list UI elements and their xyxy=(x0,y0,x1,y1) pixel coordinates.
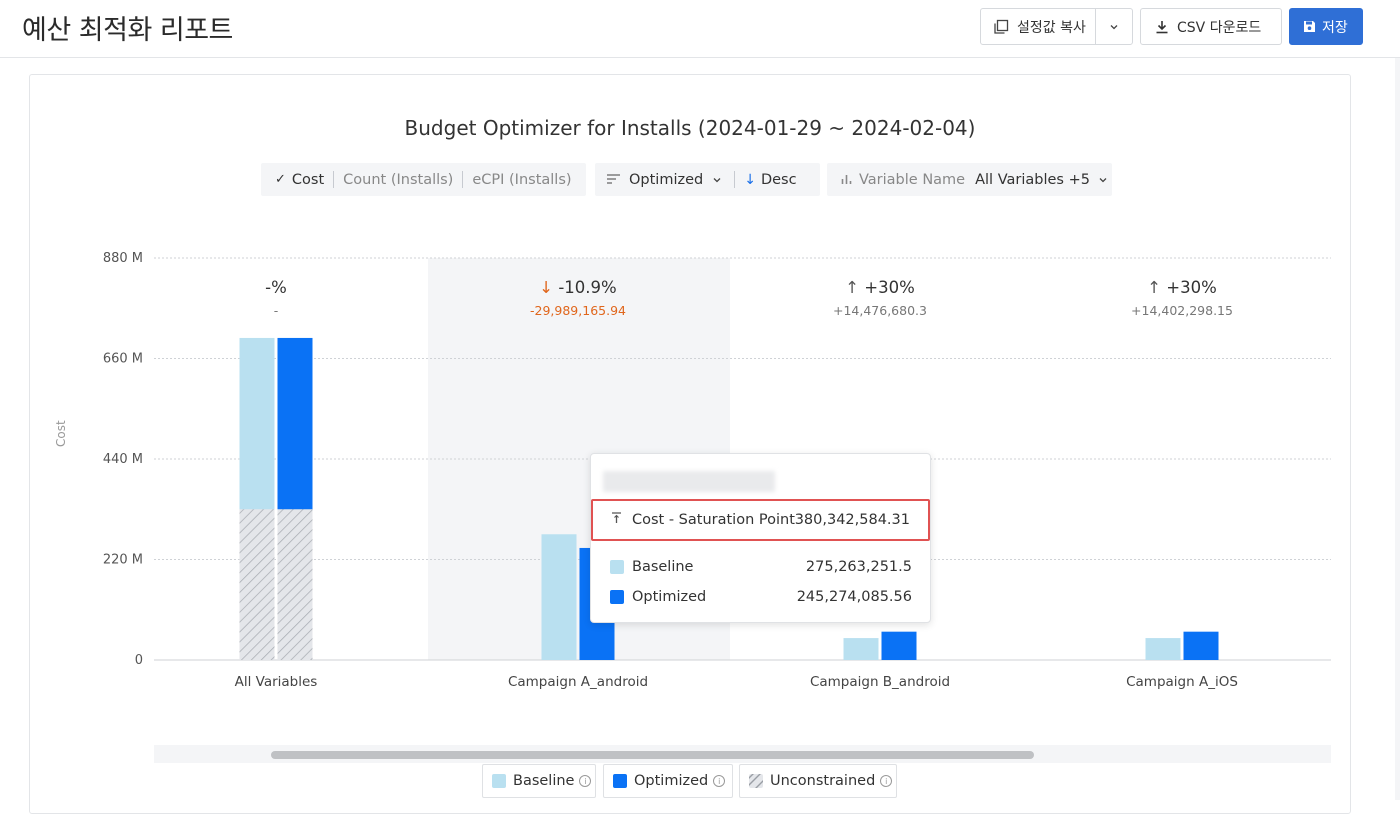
legend-unconstrained-label: Unconstrained xyxy=(770,773,876,789)
sort-field-select[interactable]: Optimized xyxy=(629,171,704,188)
variable-filter-label: Variable Name xyxy=(859,171,966,188)
x-tick-label: Campaign A_android xyxy=(508,674,648,690)
y-tick-label: 880 M xyxy=(103,251,143,266)
info-icon[interactable]: i xyxy=(713,775,726,787)
copy-settings-dropdown[interactable] xyxy=(1096,9,1132,44)
arrow-down-icon: ↓ xyxy=(744,171,756,188)
bar-baseline xyxy=(843,638,879,660)
sort-control: Optimized ↓ Desc xyxy=(595,163,820,196)
change-percent: ↑ +30% xyxy=(1147,278,1217,297)
change-absolute: -29,989,165.94 xyxy=(530,303,626,318)
chart-title: Budget Optimizer for Installs (2024-01-2… xyxy=(404,116,976,140)
tooltip-optimized-label: Optimized xyxy=(632,589,707,605)
unconstrained-swatch xyxy=(746,771,766,791)
chevron-down-icon xyxy=(1099,177,1107,182)
page-scrollbar[interactable] xyxy=(1395,58,1400,800)
divider xyxy=(333,171,335,188)
legend-item-unconstrained[interactable]: Unconstrained i xyxy=(739,764,897,798)
variable-filter-value: All Variables +5 xyxy=(975,171,1090,188)
sort-direction-toggle[interactable]: Desc xyxy=(760,171,797,188)
divider xyxy=(734,171,736,188)
x-tick-label: Campaign A_iOS xyxy=(1126,674,1238,690)
legend-baseline-label: Baseline xyxy=(513,773,575,789)
divider xyxy=(462,171,464,188)
bar-optimized xyxy=(881,631,917,660)
tooltip-title-redacted xyxy=(603,471,775,492)
csv-download-label: CSV 다운로드 xyxy=(1177,19,1262,36)
tooltip-baseline-value: 275,263,251.5 xyxy=(805,559,912,575)
y-tick-label: 0 xyxy=(135,653,143,668)
bar-chart-icon xyxy=(841,172,852,188)
check-icon: ✓ xyxy=(275,172,286,187)
bar-baseline xyxy=(1145,638,1181,660)
change-percent: ↑ +30% xyxy=(845,278,915,297)
save-label: 저장 xyxy=(1322,19,1348,36)
legend-optimized-label: Optimized xyxy=(634,773,709,789)
top-bar: 예산 최적화 리포트 설정값 복사 CSV 다운로드 저장 xyxy=(0,0,1400,58)
saturation-icon xyxy=(611,512,622,528)
copy-icon xyxy=(993,19,1009,35)
sort-icon xyxy=(607,172,620,188)
x-tick-label: All Variables xyxy=(235,674,318,690)
bar-optimized xyxy=(1183,631,1219,660)
tooltip-optimized-value: 245,274,085.56 xyxy=(796,589,912,605)
info-icon[interactable]: i xyxy=(579,775,592,787)
bar-baseline xyxy=(541,534,577,660)
tooltip-saturation-row: Cost - Saturation Point 380,342,584.31 xyxy=(591,499,930,541)
copy-settings-button-group: 설정값 복사 xyxy=(980,8,1133,45)
variable-filter[interactable]: Variable Name All Variables +5 xyxy=(827,163,1112,196)
chart-scroll-thumb[interactable] xyxy=(271,751,1034,759)
info-icon[interactable]: i xyxy=(880,775,893,787)
chevron-down-icon[interactable] xyxy=(712,175,722,185)
tooltip-optimized-row: Optimized 245,274,085.56 xyxy=(610,589,912,605)
change-absolute: - xyxy=(274,303,279,318)
save-button[interactable]: 저장 xyxy=(1289,8,1363,45)
copy-settings-button[interactable]: 설정값 복사 xyxy=(981,9,1096,44)
bar-unconstrained xyxy=(239,509,275,660)
baseline-swatch xyxy=(610,560,624,574)
optimized-swatch xyxy=(613,774,627,788)
tooltip-baseline-label: Baseline xyxy=(632,559,694,575)
change-absolute: +14,402,298.15 xyxy=(1131,303,1233,318)
metric-option-ecpi[interactable]: eCPI (Installs) xyxy=(472,171,572,188)
page-title: 예산 최적화 리포트 xyxy=(22,15,233,46)
y-tick-label: 440 M xyxy=(103,452,143,467)
save-icon xyxy=(1303,20,1316,33)
csv-download-button[interactable]: CSV 다운로드 xyxy=(1140,8,1282,45)
legend-item-optimized[interactable]: Optimized i xyxy=(603,764,733,798)
change-percent: ↓ -10.9% xyxy=(539,278,616,297)
saturation-label: Cost - Saturation Point xyxy=(632,512,795,528)
chart-tooltip: Cost - Saturation Point 380,342,584.31 B… xyxy=(590,453,931,623)
tooltip-baseline-row: Baseline 275,263,251.5 xyxy=(610,559,912,575)
copy-settings-label: 설정값 복사 xyxy=(1017,19,1086,36)
y-tick-label: 660 M xyxy=(103,352,143,367)
legend-item-baseline[interactable]: Baseline i xyxy=(482,764,596,798)
bar-unconstrained xyxy=(277,509,313,660)
metric-option-cost[interactable]: Cost xyxy=(291,171,325,188)
optimized-swatch xyxy=(610,590,624,604)
metric-selector: ✓ Cost Count (Installs) eCPI (Installs) xyxy=(261,163,586,196)
x-tick-label: Campaign B_android xyxy=(810,674,950,690)
change-absolute: +14,476,680.3 xyxy=(833,303,927,318)
change-percent: -% xyxy=(265,278,287,297)
download-icon xyxy=(1155,20,1169,34)
chevron-down-icon xyxy=(1110,24,1118,29)
saturation-value: 380,342,584.31 xyxy=(794,512,910,528)
baseline-swatch xyxy=(492,774,506,788)
metric-option-count[interactable]: Count (Installs) xyxy=(343,171,454,188)
y-tick-label: 220 M xyxy=(103,553,143,568)
